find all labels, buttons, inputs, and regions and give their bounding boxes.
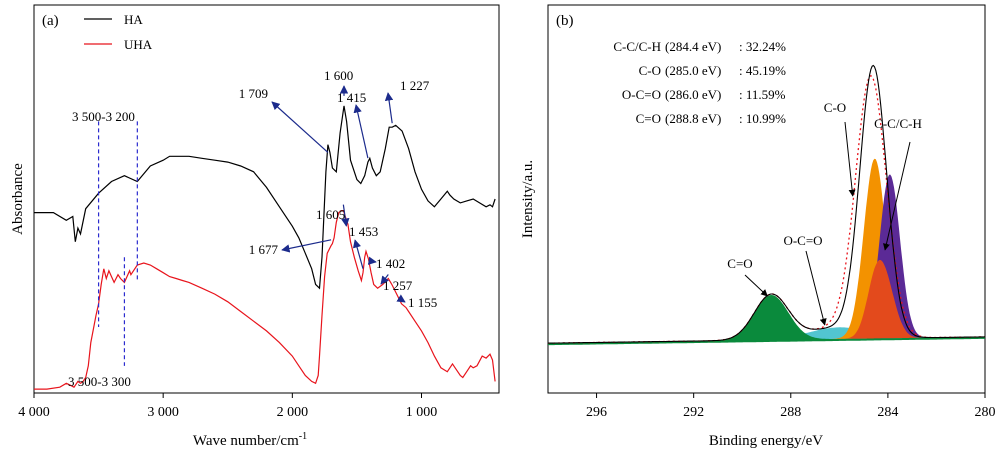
panel-b-peak-labels: C-O C-C/C-H O-C=O C=O <box>727 100 922 326</box>
peak-label: 1 402 <box>376 256 405 271</box>
panel-a-annotations: 1 709 1 600 1 415 1 227 1 677 1 605 1 453 1 402… <box>239 68 438 310</box>
component-fill-c-o-double <box>548 295 985 346</box>
peak-label: 1 227 <box>400 78 430 93</box>
panel-a-x-axis-title: Wave number/cm-1 <box>193 431 307 449</box>
range-label-uha: 3 500-3 300 <box>68 374 131 389</box>
table-percentage: : 11.59% <box>739 87 786 102</box>
peak-label: C-O <box>824 100 846 115</box>
component-fill-red-residual <box>548 260 985 344</box>
panel-a-ftir: (a) HA UHA 1 709 1 600 1 415 1 227 1 677 1 60… <box>10 4 500 449</box>
panel-a-label: (a) <box>42 13 59 29</box>
panel-b-plot-frame <box>547 4 986 394</box>
panel-a-range-label-uha: 3 500-3 300 <box>68 374 131 389</box>
panel-a-guide-lines <box>97 121 138 366</box>
table-binding-energy: (285.0 eV) <box>665 63 721 78</box>
table-binding-energy: (286.0 eV) <box>665 87 721 102</box>
x-tick-label: 288 <box>780 405 801 420</box>
peak-arrow <box>384 92 394 124</box>
peak-label-arrow <box>805 250 827 326</box>
x-tick-label: 292 <box>683 405 704 420</box>
table-component-name: C-O <box>639 63 661 78</box>
panel-a-plot-frame <box>33 4 500 394</box>
panel-b-label: (b) <box>556 13 574 29</box>
series-line-uha <box>34 210 496 390</box>
table-percentage: : 45.19% <box>739 63 786 78</box>
x-title-superscript: -1 <box>299 431 307 442</box>
panel-a-x-axis: 4 000 3 000 2 000 1 000 <box>18 393 437 420</box>
x-tick-label: 2 000 <box>277 405 309 420</box>
peak-label: C-C/C-H <box>874 116 922 131</box>
panel-b-y-axis-title: Intensity/a.u. <box>520 160 536 238</box>
panel-a-series-layer <box>34 105 496 390</box>
x-tick-label: 1 000 <box>406 405 438 420</box>
peak-label: 1 453 <box>349 224 378 239</box>
peak-label: 1 257 <box>383 278 413 293</box>
peak-arrow <box>271 101 329 153</box>
panel-b-component-fills <box>548 158 985 346</box>
panel-b-x-axis: 296 292 288 284 280 <box>586 393 996 420</box>
peak-label: O-C=O <box>783 233 822 248</box>
x-tick-label: 284 <box>877 405 898 420</box>
peak-arrow <box>341 204 350 227</box>
x-title-text: Wave number/cm <box>193 433 299 449</box>
table-component-name: O-C=O <box>622 87 661 102</box>
panel-b-xps: (b) C-C/C-H (284.4 eV) : 32.24% C-O (285.0 e… <box>520 4 996 449</box>
peak-arrow <box>353 104 369 159</box>
peak-arrow <box>352 239 364 269</box>
panel-b-x-axis-title: Binding energy/eV <box>709 433 823 449</box>
peak-label: C=O <box>727 256 752 271</box>
peak-label: 1 415 <box>337 90 366 105</box>
x-tick-label: 296 <box>586 405 607 420</box>
table-component-name: C-C/C-H <box>613 39 661 54</box>
range-label-ha: 3 500-3 200 <box>72 109 135 124</box>
x-tick-label: 280 <box>975 405 996 420</box>
panel-b-composition-table: C-C/C-H (284.4 eV) : 32.24% C-O (285.0 eV) : … <box>613 39 786 126</box>
table-binding-energy: (284.4 eV) <box>665 39 721 54</box>
panel-a-y-axis-title: Absorbance <box>10 163 26 235</box>
table-percentage: : 32.24% <box>739 39 786 54</box>
panel-a-range-label-ha: 3 500-3 200 <box>72 109 135 124</box>
x-tick-label: 4 000 <box>18 405 50 420</box>
fit-envelope-curve <box>548 75 986 344</box>
table-binding-energy: (288.8 eV) <box>665 111 721 126</box>
peak-label-arrow <box>883 141 911 251</box>
peak-arrow <box>380 274 389 285</box>
peak-arrow <box>396 294 406 303</box>
peak-label: 1 605 <box>316 207 345 222</box>
peak-label: 1 155 <box>408 295 437 310</box>
peak-label-arrow <box>744 274 768 297</box>
peak-label: 1 677 <box>249 242 279 257</box>
peak-arrow <box>367 256 377 265</box>
table-component-name: C=O <box>636 111 661 126</box>
peak-arrow <box>281 239 332 253</box>
peak-label: 1 709 <box>239 86 268 101</box>
series-line-ha <box>34 105 496 290</box>
panel-a-legend: HA UHA <box>84 12 153 52</box>
peak-label-arrow <box>844 121 856 197</box>
legend-label-ha: HA <box>124 12 143 27</box>
peak-label: 1 600 <box>324 68 353 83</box>
legend-label-uha: UHA <box>124 37 153 52</box>
table-percentage: : 10.99% <box>739 111 786 126</box>
x-tick-label: 3 000 <box>147 405 179 420</box>
